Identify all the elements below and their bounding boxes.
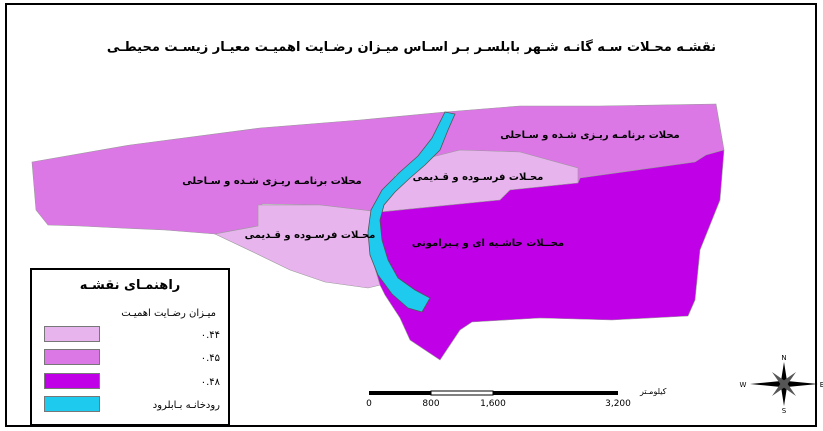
region-label-planned-coastal-north: محلات برنامـه ریـزی شـده و سـاحلی bbox=[500, 130, 679, 141]
legend-label-045: ۰.۴۵ bbox=[200, 353, 220, 364]
legend-label-048: ۰.۴۸ bbox=[200, 377, 220, 388]
compass-n: N bbox=[781, 354, 786, 362]
scale-tick-1600: 1,600 bbox=[480, 399, 506, 409]
compass-s: S bbox=[782, 407, 787, 415]
compass-w: W bbox=[740, 381, 747, 389]
legend-swatch-river bbox=[44, 396, 100, 412]
region-peripheral[interactable] bbox=[371, 149, 725, 361]
map-title: نقشـه محـلات سـه گانـه شـهر بابلسـر بـر … bbox=[106, 40, 717, 55]
legend-subtitle: میـزان رضـایت اهمیـت bbox=[121, 308, 216, 319]
region-label-planned-coastal-west: محلات برنامـه ریـزی شـده و سـاحلی bbox=[182, 176, 361, 187]
legend-swatch-044 bbox=[44, 326, 100, 342]
region-label-old-worn-east: محـلات فرسـوده و قـدیمی bbox=[413, 172, 544, 183]
scale-bar: 0 800 1,600 3,200 کیلومـتر bbox=[366, 387, 667, 409]
scale-tick-3200: 3,200 bbox=[605, 399, 631, 409]
legend-title: راهنمـای نقشـه bbox=[79, 278, 181, 293]
river-babolrud[interactable] bbox=[367, 111, 456, 313]
legend-swatch-045 bbox=[44, 349, 100, 365]
compass-rose-icon: N S W E bbox=[740, 354, 823, 415]
legend-label-044: ۰.۴۴ bbox=[200, 330, 220, 341]
legend-swatch-048 bbox=[44, 373, 100, 389]
scale-tick-800: 800 bbox=[422, 399, 439, 409]
region-label-peripheral: محــلات حاشـیه ای و پـیرامونی bbox=[412, 238, 564, 249]
scale-unit-label: کیلومـتر bbox=[639, 387, 667, 396]
region-label-old-worn-west: محـلات فرسـوده و قـدیمی bbox=[245, 230, 376, 241]
scale-tick-0: 0 bbox=[366, 399, 372, 409]
legend-label-river: رودخانـه بـابلرود bbox=[152, 400, 220, 411]
map-legend: راهنمـای نقشـه میـزان رضـایت اهمیـت ۰.۴۴… bbox=[30, 268, 230, 426]
compass-e: E bbox=[820, 381, 823, 389]
